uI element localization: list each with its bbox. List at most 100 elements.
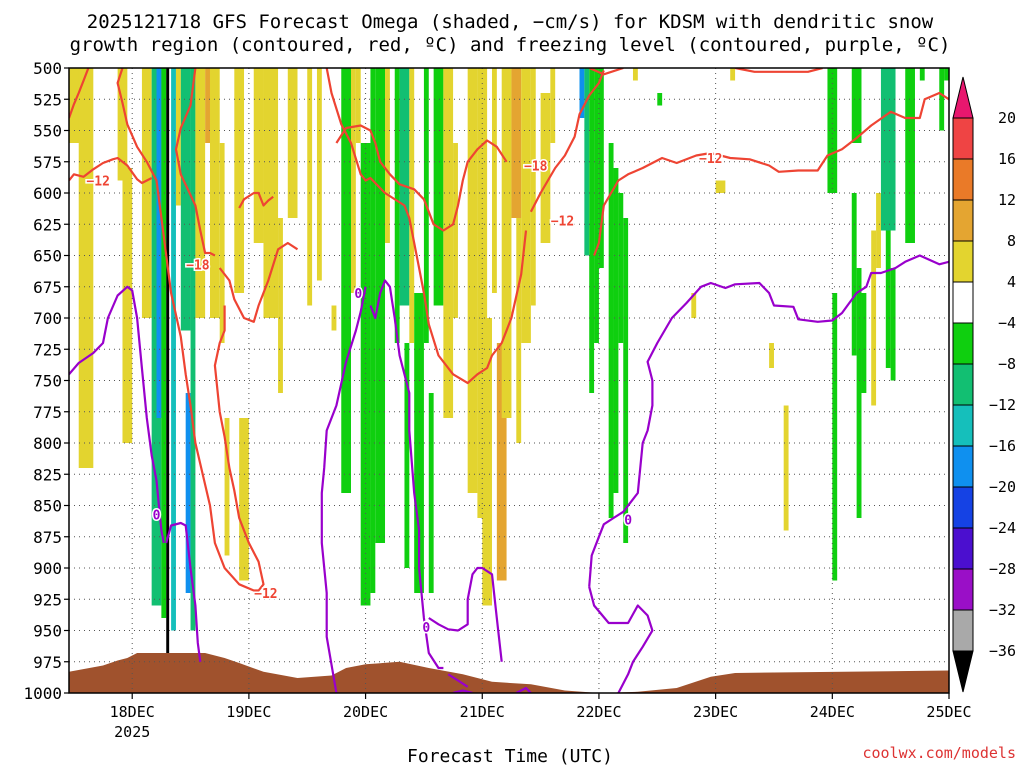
colorbar-segment [952, 568, 974, 611]
omega-cell [598, 68, 604, 268]
omega-cell [944, 68, 949, 81]
y-tick-label: 550 [33, 122, 62, 141]
omega-cell [453, 143, 458, 318]
x-tick-label: 18DEC [110, 703, 155, 721]
x-tick-label: 19DEC [226, 703, 271, 721]
omega-cell [341, 68, 351, 493]
dendritic-contour [238, 191, 274, 209]
dendritic-contour [529, 70, 605, 213]
colorbar-bottom-arrow [952, 650, 974, 693]
y-tick-label: 1000 [23, 684, 62, 703]
x-tick-label: 21DEC [460, 703, 505, 721]
omega-cell [180, 68, 191, 331]
omega-cell [530, 68, 536, 306]
omega-cell [404, 343, 410, 568]
grid-layer [69, 68, 950, 693]
freezing-contour [165, 521, 202, 662]
omega-cell [613, 168, 619, 493]
y-tick-label: 800 [33, 434, 62, 453]
contour-label-layer: −12 −12 −18 −18 −12 −12 0 0 0 0 [85, 151, 724, 638]
colorbar-label: 16 [998, 150, 1016, 168]
colorbar-segment [952, 486, 974, 529]
y-tick-label: 850 [33, 497, 62, 516]
dendritic-contour [69, 68, 90, 119]
colorbar-top-arrow [952, 76, 974, 119]
dendritic-contour [588, 68, 624, 76]
dendritic-contour [734, 68, 823, 73]
y-tick-label: 750 [33, 372, 62, 391]
omega-cell [540, 93, 551, 243]
credit-text: coolwx.com/models [862, 744, 1016, 762]
dendritic-contour-label: −12 [254, 587, 277, 602]
x-tick-year: 2025 [114, 723, 150, 741]
omega-cell [394, 68, 400, 343]
omega-cell [307, 68, 313, 306]
dendritic-contour-label: −12 [86, 175, 109, 190]
x-tick-label: 25DEC [926, 703, 971, 721]
y-tick-label: 600 [33, 184, 62, 203]
x-tick-label: 24DEC [810, 703, 855, 721]
omega-cell [516, 218, 522, 443]
omega-cell [78, 68, 94, 468]
omega-cell [880, 68, 896, 231]
omega-cell [234, 68, 245, 293]
colorbar-segment [952, 609, 974, 652]
freezing-contour [369, 279, 444, 670]
omega-cell [360, 143, 371, 606]
freezing-contour-label: 0 [153, 508, 161, 523]
dendritic-contour-label: −12 [699, 152, 722, 167]
omega-cell [871, 230, 877, 406]
omega-cell [287, 68, 298, 218]
colorbar-segment [952, 240, 974, 283]
omega-cell [409, 68, 415, 343]
freezing-contour-label: 0 [624, 513, 632, 528]
omega-cell [876, 193, 881, 268]
omega-cell [482, 318, 492, 606]
freezing-contour [447, 673, 469, 688]
freezing-contour [515, 686, 532, 693]
omega-cell [827, 68, 838, 193]
omega-cell [385, 68, 390, 243]
colorbar-label: −8 [998, 355, 1016, 373]
colorbar-segment [952, 445, 974, 488]
omega-cell [195, 68, 206, 318]
dendritic-contour-label: −18 [186, 258, 210, 273]
dendritic-contour [116, 68, 265, 592]
y-tick-label: 500 [33, 59, 62, 78]
omega-cell [856, 268, 862, 518]
omega-cell [579, 68, 585, 118]
chart-title-line-2: growth region (contoured, red, ºC) and f… [70, 34, 951, 56]
freezing-contour-label: 0 [354, 287, 362, 302]
dendritic-contour-label: −18 [524, 160, 548, 175]
y-tick-label: 925 [33, 590, 62, 609]
omega-cell [939, 68, 945, 131]
dendritic-contour [325, 68, 528, 385]
omega-cell [885, 230, 891, 368]
omega-cell [501, 68, 512, 418]
y-tick-label: 525 [33, 90, 62, 109]
y-tick-label: 625 [33, 215, 62, 234]
omega-cell [350, 68, 356, 293]
y-tick-label: 900 [33, 559, 62, 578]
x-axis-label: Forecast Time (UTC) [407, 746, 613, 767]
y-tick-label: 975 [33, 653, 62, 672]
x-tick-label: 20DEC [343, 703, 388, 721]
omega-cell [253, 68, 264, 243]
freezing-contour [452, 689, 473, 693]
omega-cell [861, 293, 867, 393]
terrain-surface [69, 653, 949, 693]
y-tick-label: 700 [33, 309, 62, 328]
colorbar-label: −36 [989, 642, 1016, 660]
omega-cell [316, 68, 322, 281]
x-tick-label: 22DEC [576, 703, 621, 721]
omega-cell [905, 68, 915, 243]
colorbar-label: 8 [1007, 232, 1016, 250]
omega-cell [496, 343, 507, 581]
omega-cell [632, 68, 638, 81]
omega-cell [594, 68, 599, 343]
y-tick-label: 875 [33, 528, 62, 547]
colorbar: 20 16 12 8 4 −4 −8 −12 −16 −20 −24 −28 −32 −36 [952, 76, 1016, 693]
omega-cell [122, 168, 133, 443]
colorbar-label: 4 [1007, 273, 1016, 291]
